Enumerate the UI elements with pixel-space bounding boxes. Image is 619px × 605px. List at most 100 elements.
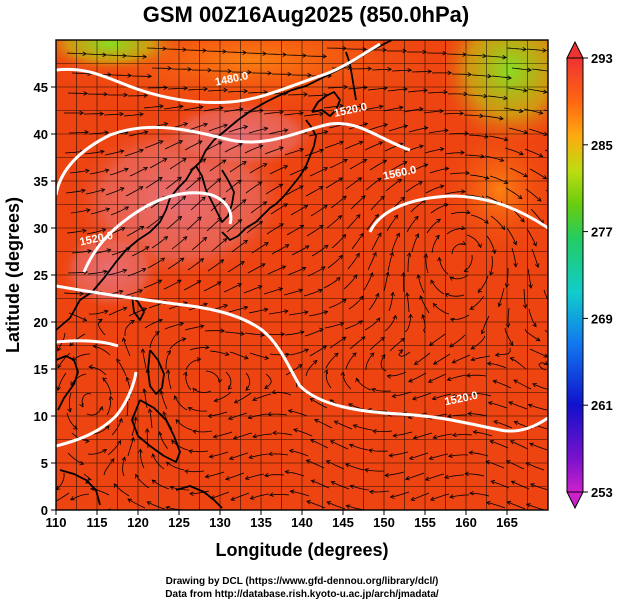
streamline bbox=[269, 493, 290, 496]
streamline bbox=[411, 233, 419, 253]
streamline-arrowhead bbox=[329, 440, 335, 445]
streamline-arrowhead bbox=[216, 281, 222, 286]
streamline bbox=[249, 453, 269, 459]
streamline-arrowhead bbox=[151, 453, 156, 458]
streamline-arrowhead bbox=[220, 328, 226, 333]
streamline bbox=[444, 474, 465, 479]
streamline-arrowhead bbox=[184, 469, 189, 474]
streamline-arrowhead bbox=[323, 204, 328, 210]
plot-title: GSM 00Z16Aug2025 (850.0hPa) bbox=[143, 2, 469, 27]
streamline-arrowhead bbox=[435, 234, 440, 240]
streamline bbox=[511, 67, 532, 71]
streamline-arrowhead bbox=[104, 168, 110, 173]
streamline-arrowhead bbox=[100, 188, 106, 193]
streamline bbox=[349, 159, 367, 170]
streamline-arrowhead bbox=[233, 399, 239, 404]
streamline-arrowhead bbox=[102, 269, 108, 275]
streamline bbox=[187, 88, 208, 91]
streamline-arrowhead bbox=[336, 276, 341, 282]
streamline-arrowhead bbox=[490, 479, 496, 485]
streamline-arrowhead bbox=[240, 331, 245, 336]
streamline bbox=[207, 89, 228, 92]
streamline-arrowhead bbox=[287, 408, 293, 414]
streamline bbox=[445, 293, 465, 297]
streamline-arrowhead bbox=[479, 113, 485, 119]
streamline-arrowhead bbox=[187, 407, 193, 412]
streamline bbox=[203, 281, 222, 292]
streamline bbox=[526, 228, 537, 247]
streamline-arrowhead bbox=[513, 262, 518, 268]
streamline-arrowhead bbox=[436, 218, 442, 223]
streamline-arrowhead bbox=[508, 401, 514, 406]
streamline-arrowhead bbox=[124, 206, 130, 211]
streamline-arrowhead bbox=[323, 244, 329, 250]
streamline-arrowhead bbox=[306, 500, 311, 505]
streamline-arrowhead bbox=[431, 395, 437, 401]
streamline bbox=[85, 189, 105, 195]
streamline-arrowhead bbox=[444, 474, 449, 480]
streamline-arrowhead bbox=[140, 348, 146, 353]
streamline bbox=[309, 345, 327, 357]
streamline-arrowhead bbox=[363, 122, 369, 127]
streamline-arrowhead bbox=[460, 150, 465, 155]
streamline-arrowhead bbox=[389, 251, 394, 257]
streamline-arrowhead bbox=[413, 360, 419, 365]
streamline-arrowhead bbox=[223, 87, 229, 93]
streamline bbox=[106, 509, 108, 510]
streamline bbox=[330, 195, 347, 209]
streamline bbox=[347, 253, 360, 270]
streamline bbox=[87, 270, 108, 275]
streamline bbox=[185, 358, 201, 371]
streamline-arrowhead bbox=[376, 317, 381, 323]
streamline bbox=[527, 268, 532, 289]
streamline bbox=[507, 501, 526, 510]
streamline-arrowhead bbox=[447, 70, 453, 76]
contour-1560-ring bbox=[368, 194, 548, 246]
streamline bbox=[430, 279, 445, 295]
streamline-arrowhead bbox=[418, 181, 423, 186]
streamline bbox=[487, 95, 508, 99]
x-axis-ticks: 110 115 120 125 130 135 140 145 150 155 160 165 bbox=[46, 510, 518, 530]
streamline-arrowhead bbox=[451, 359, 457, 364]
streamline bbox=[144, 140, 164, 149]
streamline bbox=[472, 392, 492, 397]
streamline bbox=[67, 271, 88, 274]
streamline bbox=[163, 279, 182, 290]
streamline-arrowhead bbox=[338, 177, 344, 182]
coastline-philippines-south bbox=[131, 399, 181, 463]
streamline-arrowhead bbox=[288, 448, 294, 454]
streamline-arrowhead bbox=[523, 88, 528, 93]
streamline-arrowhead bbox=[182, 158, 187, 163]
streamline-arrowhead bbox=[469, 305, 475, 310]
streamline bbox=[243, 285, 263, 294]
streamline bbox=[265, 183, 283, 195]
streamline-arrowhead bbox=[119, 111, 125, 117]
streamline bbox=[323, 105, 344, 109]
streamline-arrowhead bbox=[343, 158, 348, 163]
streamline bbox=[310, 398, 328, 409]
streamline-arrowhead bbox=[272, 430, 277, 436]
streamline-arrowhead bbox=[263, 90, 269, 95]
streamline-arrowhead bbox=[548, 304, 552, 308]
streamline bbox=[370, 195, 385, 211]
streamline bbox=[425, 185, 444, 194]
streamline-arrowhead bbox=[232, 435, 238, 440]
streamline bbox=[407, 252, 411, 272]
streamline bbox=[165, 350, 171, 369]
streamline-arrowhead bbox=[470, 345, 476, 350]
streamline bbox=[147, 257, 165, 269]
streamline bbox=[464, 254, 473, 272]
streamline-arrowhead bbox=[85, 438, 90, 444]
streamline-arrowhead bbox=[157, 176, 163, 182]
streamline bbox=[403, 272, 405, 293]
streamline bbox=[411, 71, 432, 73]
streamline bbox=[209, 451, 229, 458]
streamline-arrowhead bbox=[208, 454, 214, 459]
streamline bbox=[547, 270, 548, 272]
streamline-arrowhead bbox=[502, 54, 507, 60]
streamline-arrowhead bbox=[81, 188, 86, 194]
streamline bbox=[106, 396, 112, 416]
streamline-arrowhead bbox=[523, 173, 528, 178]
streamline bbox=[504, 327, 514, 346]
streamline bbox=[93, 345, 111, 356]
